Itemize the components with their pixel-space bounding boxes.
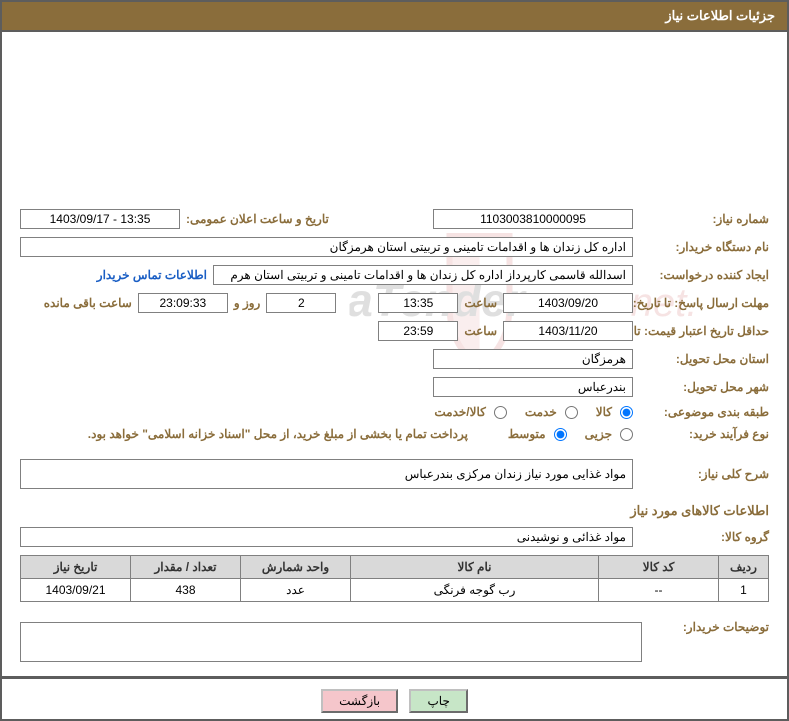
row-city: شهر محل تحویل: بندرعباس — [20, 377, 769, 397]
field-province: هرمزگان — [433, 349, 633, 369]
label-goods-group: گروه کالا: — [639, 530, 769, 544]
radio-service[interactable] — [565, 406, 578, 419]
label-creator: ایجاد کننده درخواست: — [639, 268, 769, 282]
field-need-no: 1103003810000095 — [433, 209, 633, 229]
radio-group-category: کالا خدمت کالا/خدمت — [420, 405, 633, 419]
th-code: کد کالا — [599, 556, 719, 579]
print-button[interactable]: چاپ — [409, 689, 467, 713]
radio-goods-service[interactable] — [494, 406, 507, 419]
label-province: استان محل تحویل: — [639, 352, 769, 366]
row-goods-group: گروه کالا: مواد غذائی و نوشیدنی — [20, 527, 769, 547]
page-header: جزئیات اطلاعات نیاز — [0, 0, 789, 32]
label-overall-desc: شرح کلی نیاز: — [639, 467, 769, 481]
goods-table: ردیف کد کالا نام کالا واحد شمارش تعداد /… — [20, 555, 769, 602]
field-announce-dt: 13:35 - 1403/09/17 — [20, 209, 180, 229]
field-buyer-org: اداره کل زندان ها و اقدامات تامینی و ترب… — [20, 237, 633, 257]
back-button[interactable]: بازگشت — [321, 689, 398, 713]
row-overall-desc: شرح کلی نیاز: مواد غذایی مورد نیاز زندان… — [20, 459, 769, 489]
row-price-valid: حداقل تاریخ اعتبار قیمت: تا تاریخ: 1403/… — [20, 321, 769, 341]
label-need-no: شماره نیاز: — [639, 212, 769, 226]
th-name: نام کالا — [351, 556, 599, 579]
radio-label-service: خدمت — [525, 405, 557, 419]
td-unit: عدد — [241, 579, 351, 602]
label-city: شهر محل تحویل: — [639, 380, 769, 394]
content-area: AriaTender .net شماره نیاز: 110300381000… — [0, 32, 789, 678]
buyer-notes-box — [20, 622, 642, 662]
page-title: جزئیات اطلاعات نیاز — [665, 8, 775, 23]
button-row: چاپ بازگشت — [0, 678, 789, 721]
th-row: ردیف — [719, 556, 769, 579]
th-unit: واحد شمارش — [241, 556, 351, 579]
field-goods-group: مواد غذائی و نوشیدنی — [20, 527, 633, 547]
field-price-time: 23:59 — [378, 321, 458, 341]
field-city: بندرعباس — [433, 377, 633, 397]
td-need-date: 1403/09/21 — [21, 579, 131, 602]
label-buyer-org: نام دستگاه خریدار: — [639, 240, 769, 254]
td-code: -- — [599, 579, 719, 602]
label-category: طبقه بندی موضوعی: — [639, 405, 769, 419]
row-buyer-notes: توضیحات خریدار: — [20, 616, 769, 662]
row-creator: ایجاد کننده درخواست: اسدالله قاسمی کارپر… — [20, 265, 769, 285]
radio-label-goods-service: کالا/خدمت — [434, 405, 485, 419]
radio-medium[interactable] — [554, 428, 567, 441]
row-deadline: مهلت ارسال پاسخ: تا تاریخ: 1403/09/20 سا… — [20, 293, 769, 313]
field-countdown: 23:09:33 — [138, 293, 228, 313]
field-price-date: 1403/11/20 — [503, 321, 633, 341]
th-need-date: تاریخ نیاز — [21, 556, 131, 579]
row-province: استان محل تحویل: هرمزگان — [20, 349, 769, 369]
table-row: 1 -- رب گوجه فرنگی عدد 438 1403/09/21 — [21, 579, 769, 602]
label-hours-remain: ساعت باقی مانده — [44, 296, 132, 310]
field-creator: اسدالله قاسمی کارپرداز اداره کل زندان ها… — [213, 265, 633, 285]
label-deadline: مهلت ارسال پاسخ: تا تاریخ: — [639, 296, 769, 310]
payment-note: پرداخت تمام یا بخشی از مبلغ خرید، از محل… — [88, 427, 468, 441]
field-days-remain: 2 — [266, 293, 336, 313]
th-qty: تعداد / مقدار — [131, 556, 241, 579]
row-category: طبقه بندی موضوعی: کالا خدمت کالا/خدمت — [20, 405, 769, 419]
field-resp-time: 13:35 — [378, 293, 458, 313]
label-announce-dt: تاریخ و ساعت اعلان عمومی: — [186, 212, 329, 226]
row-need-no: شماره نیاز: 1103003810000095 تاریخ و ساع… — [20, 209, 769, 229]
label-hour-1: ساعت — [464, 296, 497, 310]
link-buyer-contact[interactable]: اطلاعات تماس خریدار — [97, 268, 207, 282]
section-goods-info: اطلاعات کالاهای مورد نیاز — [20, 503, 769, 519]
row-buyer-org: نام دستگاه خریدار: اداره کل زندان ها و ا… — [20, 237, 769, 257]
label-price-valid: حداقل تاریخ اعتبار قیمت: تا تاریخ: — [639, 324, 769, 338]
radio-goods[interactable] — [620, 406, 633, 419]
radio-minor[interactable] — [620, 428, 633, 441]
radio-label-minor: جزیی — [585, 427, 612, 441]
td-row: 1 — [719, 579, 769, 602]
label-day-and: روز و — [234, 296, 261, 310]
radio-label-goods: کالا — [596, 405, 612, 419]
label-hour-2: ساعت — [464, 324, 497, 338]
td-name: رب گوجه فرنگی — [351, 579, 599, 602]
radio-label-medium: متوسط — [508, 427, 546, 441]
table-header-row: ردیف کد کالا نام کالا واحد شمارش تعداد /… — [21, 556, 769, 579]
radio-group-purchase: جزیی متوسط — [494, 427, 633, 441]
label-purchase-type: نوع فرآیند خرید: — [639, 427, 769, 441]
td-qty: 438 — [131, 579, 241, 602]
label-buyer-notes: توضیحات خریدار: — [650, 616, 769, 634]
field-resp-date: 1403/09/20 — [503, 293, 633, 313]
field-overall-desc: مواد غذایی مورد نیاز زندان مرکزی بندرعبا… — [20, 459, 633, 489]
row-purchase-type: نوع فرآیند خرید: جزیی متوسط پرداخت تمام … — [20, 427, 769, 441]
